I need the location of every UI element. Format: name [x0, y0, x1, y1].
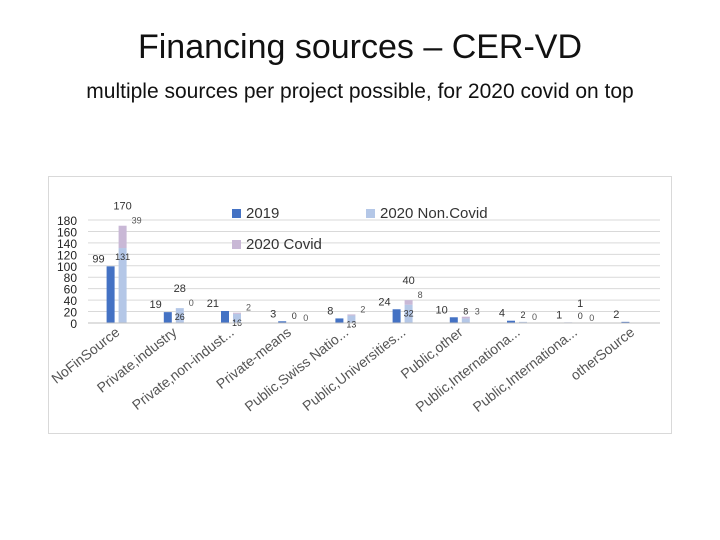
data-label-2020-covid: 0	[589, 313, 594, 323]
gridlines	[88, 219, 660, 324]
data-label-2020-covid: 39	[132, 216, 142, 226]
bar-2020-covid	[347, 314, 356, 316]
legend-2020-covid: 2020 Covid	[246, 236, 322, 253]
bar-2019	[335, 318, 344, 323]
bar-2019	[278, 321, 287, 323]
y-tick-label: 160	[57, 225, 77, 239]
total-label: 40	[402, 275, 414, 287]
data-label-2020-covid: 0	[189, 298, 194, 308]
x-category-label: Public,Internationa...	[470, 324, 580, 415]
bar-2020-noncovid	[347, 315, 356, 323]
y-tick-label: 40	[64, 294, 78, 308]
data-label-2019: 21	[207, 298, 219, 310]
legend-2020-noncovid: 2020 Non.Covid	[380, 205, 488, 222]
legend-2019: 2019	[246, 205, 279, 222]
y-tick-label: 120	[57, 248, 77, 262]
data-label-2019: 8	[327, 305, 333, 317]
bar-2020-covid	[461, 316, 470, 319]
bar-2019	[449, 317, 458, 323]
legend-2020-covid-swatch	[232, 240, 241, 249]
bar-2020-noncovid	[404, 304, 413, 323]
page-subtitle: multiple sources per project possible, f…	[86, 80, 634, 103]
legend-2019-swatch	[232, 209, 241, 218]
bar-2019	[106, 266, 115, 323]
bar-2020-noncovid	[118, 248, 127, 323]
bar-2019	[221, 310, 229, 323]
x-category-label: Private,non-indust...	[129, 324, 237, 413]
total-label: 1	[577, 298, 583, 310]
bars	[106, 225, 630, 323]
total-label: 28	[174, 283, 186, 295]
data-label-2020-noncovid: 32	[404, 309, 414, 319]
data-label-2019: 10	[436, 304, 448, 316]
x-category-label: Public,Swiss Natio...	[241, 324, 351, 415]
data-label-2020-covid: 3	[475, 307, 480, 317]
data-label-2019: 4	[499, 308, 505, 320]
bar-2020-covid	[404, 300, 413, 305]
bar-2020-noncovid	[461, 318, 470, 323]
data-label-2020-covid: 0	[303, 313, 308, 323]
x-axis: NoFinSourcePrivate,industryPrivate,non-i…	[48, 322, 660, 415]
legend: 2019 2020 Non.Covid 2020 Covid	[232, 205, 488, 253]
bar-2020-covid	[233, 312, 241, 314]
data-label-2020-covid: 2	[360, 304, 365, 314]
bar-2020-covid	[118, 225, 127, 249]
y-tick-label: 140	[57, 237, 77, 251]
page-title: Financing sources – CER-VD	[137, 28, 583, 66]
data-label-2019: 99	[92, 253, 104, 265]
y-tick-label: 80	[64, 271, 78, 285]
bar-2019	[507, 320, 515, 323]
data-label-2020-noncovid: 131	[115, 252, 130, 262]
data-label-2020-noncovid: 13	[346, 320, 356, 330]
bar-2019	[163, 312, 172, 323]
data-label-2020-noncovid: 0	[578, 311, 583, 321]
data-label-2019: 2	[613, 309, 619, 321]
data-label-2020-noncovid: 8	[463, 306, 468, 316]
y-tick-label: 60	[64, 283, 78, 297]
bar-2020-noncovid	[175, 308, 184, 323]
y-tick-label: 100	[57, 260, 77, 274]
bar-2020-noncovid	[519, 321, 527, 323]
chart-frame	[48, 176, 672, 434]
data-label-2020-covid: 0	[532, 312, 537, 322]
data-label-2019: 1	[556, 309, 562, 321]
x-category-label: otherSource	[567, 324, 637, 384]
y-tick-label: 20	[64, 306, 78, 320]
data-label-2020-noncovid: 26	[175, 312, 185, 322]
data-label-2019: 3	[270, 308, 276, 320]
x-category-label: Public,Internationa...	[412, 324, 522, 415]
legend-2020-noncovid-swatch	[366, 209, 375, 218]
data-label-2019: 19	[150, 299, 162, 311]
bar-2019	[392, 309, 401, 323]
total-label: 170	[113, 201, 131, 213]
x-category-label: Public,Universities...	[299, 324, 408, 414]
data-label-2019: 24	[378, 296, 390, 308]
bar-2020-noncovid	[233, 313, 241, 323]
data-label-2020-noncovid: 2	[520, 310, 525, 320]
y-tick-label: 0	[70, 317, 77, 331]
data-label-2020-noncovid: 0	[292, 311, 297, 321]
data-label-2020-covid: 2	[246, 303, 251, 313]
y-tick-label: 180	[57, 214, 77, 228]
data-label-2020-covid: 8	[418, 290, 423, 300]
bar-2019	[621, 321, 630, 323]
